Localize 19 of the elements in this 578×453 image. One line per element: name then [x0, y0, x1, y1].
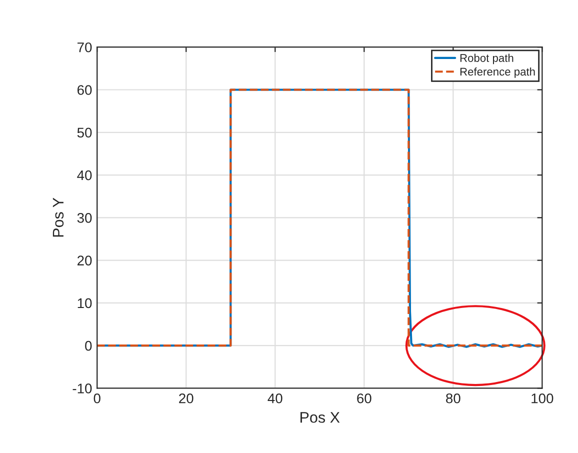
- x-tick-label: 20: [179, 393, 194, 404]
- y-tick-label: 60: [78, 85, 92, 95]
- x-tick-label: 0: [94, 393, 100, 404]
- x-tick-label: 100: [532, 393, 554, 404]
- x-tick-label: 80: [446, 393, 460, 404]
- legend-label: Reference path: [460, 67, 535, 78]
- y-tick-label: 40: [77, 170, 92, 180]
- y-tick-label: 10: [78, 298, 92, 308]
- y-tick-label: 0: [85, 340, 92, 351]
- y-tick-label: -10: [72, 384, 92, 394]
- x-tick-label: 60: [357, 393, 372, 404]
- x-tick-label: 40: [268, 393, 282, 404]
- y-axis-title: Pos Y: [52, 198, 64, 237]
- x-axis-title: Pos X: [300, 412, 340, 423]
- y-tick-label: 70: [78, 42, 92, 52]
- y-tick-label: 30: [77, 213, 92, 223]
- y-tick-label: 20: [77, 256, 92, 266]
- y-tick-label: 50: [77, 128, 92, 138]
- legend-label: Robot path: [460, 54, 514, 64]
